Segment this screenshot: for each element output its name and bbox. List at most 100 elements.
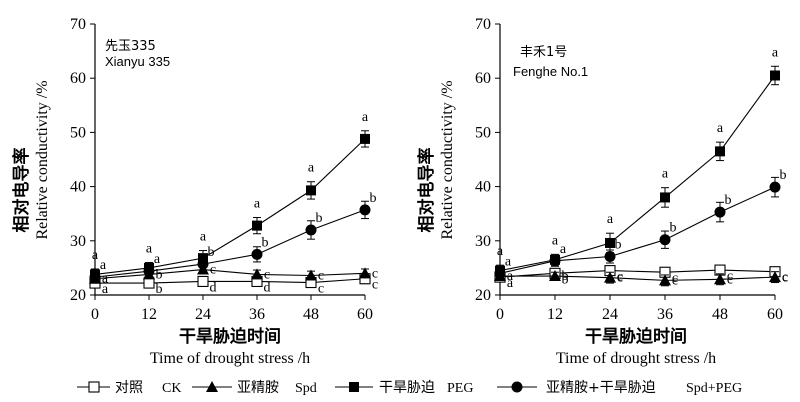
legend-item-spd: 亚精胺 Spd bbox=[192, 380, 317, 396]
significance-letter: a bbox=[717, 121, 724, 136]
significance-letter: b bbox=[156, 282, 163, 297]
x-tick-label: 36 bbox=[249, 306, 265, 323]
significance-letter: b bbox=[562, 272, 569, 287]
y-tick-label: 70 bbox=[70, 16, 86, 33]
legend-label-en: Spd bbox=[295, 381, 317, 396]
y-tick-label: 60 bbox=[475, 70, 491, 87]
significance-letter: a bbox=[362, 110, 369, 125]
significance-letter: c bbox=[672, 273, 678, 288]
y-tick-label: 40 bbox=[475, 179, 491, 196]
legend-label-cn: 亚精胺+干旱胁迫 bbox=[546, 380, 656, 396]
variety-name-cn: 先玉335 bbox=[105, 39, 156, 54]
circle-marker bbox=[143, 265, 155, 277]
significance-letter: c bbox=[617, 270, 623, 285]
legend-item-peg: 干旱胁迫 PEG bbox=[335, 380, 473, 396]
circle-marker bbox=[494, 267, 506, 279]
significance-letter: c bbox=[617, 271, 623, 286]
legend-label-cn: 对照 bbox=[115, 380, 143, 396]
x-axis-title-en: Time of drought stress /h bbox=[150, 350, 310, 367]
significance-letter: a bbox=[507, 276, 514, 291]
x-tick-label: 60 bbox=[357, 306, 373, 323]
significance-letter: a bbox=[146, 241, 153, 256]
significance-letter: a bbox=[102, 282, 109, 297]
circle-marker bbox=[197, 258, 209, 270]
significance-letter: b bbox=[156, 267, 163, 282]
significance-letter: a bbox=[552, 233, 559, 248]
y-tick-label: 60 bbox=[70, 70, 86, 87]
series-line bbox=[95, 278, 366, 284]
triangle-marker bbox=[604, 271, 616, 283]
significance-letter: c bbox=[372, 266, 378, 281]
filled-square-marker bbox=[715, 146, 725, 157]
series-line bbox=[499, 75, 776, 272]
y-tick-label: 30 bbox=[475, 233, 491, 250]
significance-letter: b bbox=[670, 221, 677, 236]
significance-letter: c bbox=[727, 272, 733, 287]
x-tick-label: 60 bbox=[767, 306, 783, 323]
legend-circle-marker bbox=[511, 381, 523, 393]
series-line bbox=[94, 209, 366, 278]
significance-letter: b bbox=[562, 269, 569, 284]
significance-letter: d bbox=[210, 280, 217, 295]
x-tick-label: 48 bbox=[303, 306, 319, 323]
significance-letter: c bbox=[210, 263, 216, 278]
significance-letter: b bbox=[262, 235, 269, 250]
triangle-marker bbox=[251, 268, 263, 280]
significance-letter: a bbox=[102, 272, 109, 287]
y-axis-title-cn: 相对电导率 bbox=[11, 148, 32, 233]
x-tick-label: 48 bbox=[712, 306, 728, 323]
triangle-marker bbox=[769, 271, 781, 283]
legend-open-square-marker bbox=[88, 381, 100, 393]
triangle-marker bbox=[305, 269, 317, 281]
y-axis-title-en: Relative conductivity /% bbox=[439, 80, 456, 239]
x-axis-title-cn: 干旱胁迫时间 bbox=[179, 326, 281, 347]
significance-letter: c bbox=[318, 282, 324, 297]
variety-name-cn: 丰禾1号 bbox=[520, 45, 567, 60]
significance-letter: c bbox=[318, 268, 324, 283]
significance-letter: b bbox=[780, 168, 787, 183]
significance-letter: c bbox=[372, 278, 378, 293]
significance-letter: d bbox=[264, 280, 271, 295]
legend-item-ck: 对照 CK bbox=[77, 380, 181, 396]
significance-letter: c bbox=[782, 271, 788, 286]
significance-letter: b bbox=[615, 238, 622, 253]
circle-marker bbox=[251, 248, 263, 260]
legend-label-en: PEG bbox=[447, 381, 473, 396]
variety-name-en: Xianyu 335 bbox=[105, 54, 170, 69]
triangle-marker bbox=[549, 270, 561, 282]
series-line bbox=[500, 275, 776, 281]
y-tick-label: 50 bbox=[70, 124, 86, 141]
x-tick-label: 24 bbox=[602, 306, 618, 323]
legend-triangle-marker bbox=[206, 381, 218, 392]
circle-marker bbox=[359, 204, 371, 216]
significance-letter: b bbox=[725, 193, 732, 208]
open-square-marker bbox=[197, 275, 209, 288]
x-tick-label: 12 bbox=[141, 306, 157, 323]
x-tick-label: 0 bbox=[496, 306, 504, 323]
y-tick-label: 20 bbox=[70, 287, 86, 304]
significance-letter: a bbox=[154, 252, 161, 267]
series-line bbox=[94, 268, 366, 280]
significance-letter: c bbox=[264, 267, 270, 282]
legend-label-en: Spd+PEG bbox=[686, 381, 742, 396]
chart-panel-xianyu335: 先玉335 Xianyu 335 相对电导率 Relative conducti… bbox=[11, 16, 378, 367]
y-axis-title-cn: 相对电导率 bbox=[416, 148, 437, 233]
x-axis-title-cn: 干旱胁迫时间 bbox=[585, 326, 687, 347]
filled-square-marker bbox=[252, 220, 262, 231]
significance-letter: b bbox=[316, 211, 323, 226]
filled-square-marker bbox=[770, 70, 780, 81]
x-tick-label: 24 bbox=[195, 306, 211, 323]
triangle-marker bbox=[659, 274, 671, 286]
y-tick-label: 70 bbox=[475, 16, 491, 33]
filled-square-marker bbox=[660, 192, 670, 203]
legend-label-cn: 亚精胺 bbox=[237, 380, 279, 396]
x-tick-label: 0 bbox=[91, 306, 99, 323]
significance-letter: a bbox=[772, 45, 779, 60]
significance-letter: a bbox=[560, 242, 567, 257]
open-square-marker bbox=[143, 277, 155, 289]
significance-letter: c bbox=[782, 270, 788, 285]
